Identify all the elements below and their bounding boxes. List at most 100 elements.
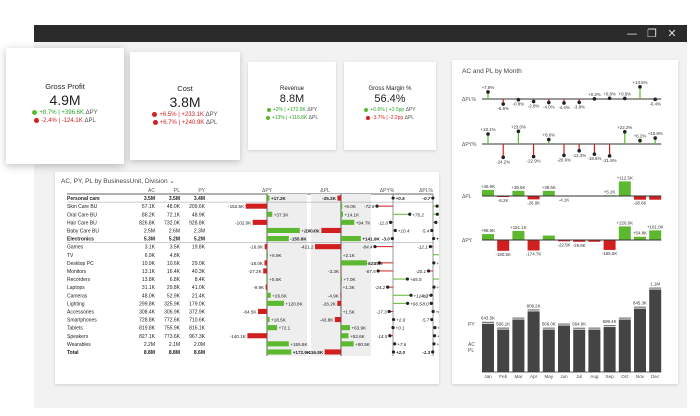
- cell-ac: 57.1K: [142, 204, 156, 210]
- dpy-label: -140.1K: [230, 334, 247, 339]
- pl-marker: [588, 327, 601, 329]
- cell-py: 8.6M: [194, 350, 205, 356]
- ac-bar: [497, 329, 510, 372]
- dpyp-label: +66.5: [410, 301, 422, 306]
- dpyp-label: +2.0: [396, 350, 406, 355]
- dplp-dot: [428, 245, 432, 249]
- cell-py: 41.0K: [192, 285, 206, 291]
- dplp-dot: [434, 220, 438, 224]
- cell-py: 21.4K: [192, 293, 206, 299]
- kpi-title: Gross Profit: [45, 82, 85, 91]
- kpi-card-gross-margin[interactable]: Gross Margin % 56.4% +6.6% | +3.5pp ΔPY …: [344, 62, 436, 150]
- dplp-label: +0.5: [436, 310, 439, 315]
- dpl-label: +1.5K: [343, 310, 356, 315]
- dpy-pct-dot: [516, 129, 521, 134]
- cell-ac: 3.1K: [145, 245, 156, 251]
- ac-bar: [527, 311, 540, 372]
- dpl-pct-value: +7.8%: [482, 85, 495, 90]
- pl-marker: [649, 287, 662, 289]
- kpi-delta-pl: -2.4% | -124.1K: [41, 118, 83, 125]
- dplp-label: -5.7: [421, 318, 429, 323]
- dplp-label: +12.9: [438, 220, 439, 225]
- restore-icon[interactable]: ❐: [647, 27, 657, 40]
- dpl-bar: [334, 317, 341, 323]
- dpl-label: -116.8K: [307, 350, 324, 355]
- dpy-value: +98.5K: [481, 228, 495, 233]
- dpl-bar: [527, 196, 540, 200]
- month-label: Sep: [606, 374, 615, 379]
- dpy-label: +234.4K: [301, 229, 319, 234]
- cell-ac: 31.1K: [142, 285, 156, 291]
- ac-value: 566.0K: [542, 322, 556, 327]
- dpl-pct-value: -4.4%: [558, 105, 570, 110]
- dplp-label: -5.4: [421, 229, 429, 234]
- kpi-card-revenue[interactable]: Revenue 8.8M +2% | +172.9K ΔPY +13% | +1…: [248, 62, 336, 150]
- kpi-title: Revenue: [279, 86, 305, 92]
- kpi-card-cost[interactable]: Cost 3.8M +6.5% | +233.1K ΔPY +6.7% | +2…: [130, 52, 240, 160]
- dpy-label: -64.5K: [243, 310, 257, 315]
- dpy-bar: [603, 240, 616, 250]
- dpyp-label: -17.3: [376, 310, 387, 315]
- month-label: Apr: [530, 374, 538, 379]
- dpy-pct-dot: [486, 132, 490, 136]
- dpl-pct-value: -0.8%: [513, 102, 525, 107]
- kpi-delta-py: +8.7% | +396.6K: [39, 110, 84, 117]
- row-name: Monitors: [67, 269, 87, 275]
- dplp-label: -0.7: [422, 196, 430, 201]
- row-name: Laptops: [67, 285, 85, 291]
- month-label: Jul: [576, 374, 582, 379]
- dpyp-label: -72.8: [364, 204, 375, 209]
- pl-marker: [527, 309, 540, 311]
- dpl-label: +9.0K: [344, 204, 357, 209]
- dpy-label: +72.1: [279, 326, 291, 331]
- dpyp-label: +7.6: [397, 342, 407, 347]
- cell-pl: 6.8K: [170, 277, 181, 283]
- dpyp-label: -62.2: [366, 261, 377, 266]
- dpl-value: +46.6K: [481, 184, 495, 189]
- dpl-bar: [337, 300, 341, 306]
- month-label: Nov: [636, 374, 645, 379]
- dpl-pct-dot: [531, 99, 536, 104]
- ac-bar: [482, 323, 494, 372]
- dpl-label: -140.0K: [304, 229, 321, 234]
- row-name: Smartphones: [67, 318, 97, 324]
- kpi-delta-pl-label: ΔPL: [404, 115, 415, 121]
- close-icon[interactable]: ✕: [667, 27, 677, 40]
- row-name: Electronics: [67, 237, 94, 243]
- dpy-label: +120.8K: [285, 301, 303, 306]
- dpl-label: -4.9K: [328, 293, 340, 298]
- dpyp-dot: [405, 277, 410, 281]
- dpl-label: +63.9K: [351, 326, 367, 331]
- dpyp-label: +124.0: [414, 293, 429, 298]
- row-name: Games: [67, 245, 84, 251]
- cell-ac: 3.5M: [144, 196, 155, 202]
- dpl-label: -43.8K: [320, 318, 334, 323]
- cell-ac: 826.8K: [139, 220, 156, 226]
- dpyp-dot: [388, 220, 393, 224]
- pl-marker: [603, 325, 616, 327]
- dpyp-dot: [377, 261, 381, 265]
- dpl-pct-label: ΔPL%: [462, 97, 476, 103]
- dpy-pct-value: -24.2%: [496, 159, 510, 164]
- dpl-label: +94.7K: [356, 220, 372, 225]
- kpi-delta-py: +6.5% | +233.1K: [159, 112, 204, 119]
- minimize-icon[interactable]: —: [626, 27, 638, 40]
- ac-bar: [618, 319, 631, 372]
- dplp-dot: [431, 196, 435, 200]
- kpi-card-gross-profit[interactable]: Gross Profit 4.9M +8.7% | +396.6K ΔPY -2…: [6, 48, 124, 164]
- table-title: AC, PY, PL by BusinessUnit, Division ⌄: [61, 178, 175, 185]
- down-icon: [365, 115, 370, 120]
- chevron-down-icon[interactable]: ⌄: [169, 178, 175, 185]
- cell-py: 29.0K: [192, 261, 206, 267]
- cell-py: 8.4K: [195, 277, 206, 283]
- cell-py: 179.0K: [189, 301, 206, 307]
- dpl-label: +2.1K: [343, 253, 356, 258]
- dplp-label: +2.7: [436, 237, 439, 242]
- up-icon: [265, 115, 270, 120]
- dpl-pct-dot: [592, 97, 597, 101]
- dpy-value: -180.5K: [496, 252, 511, 257]
- dpy-bar: [267, 195, 270, 201]
- ac-bar: [588, 329, 601, 372]
- dpy-pct-dot: [562, 153, 566, 158]
- dpy-bar: [245, 203, 267, 209]
